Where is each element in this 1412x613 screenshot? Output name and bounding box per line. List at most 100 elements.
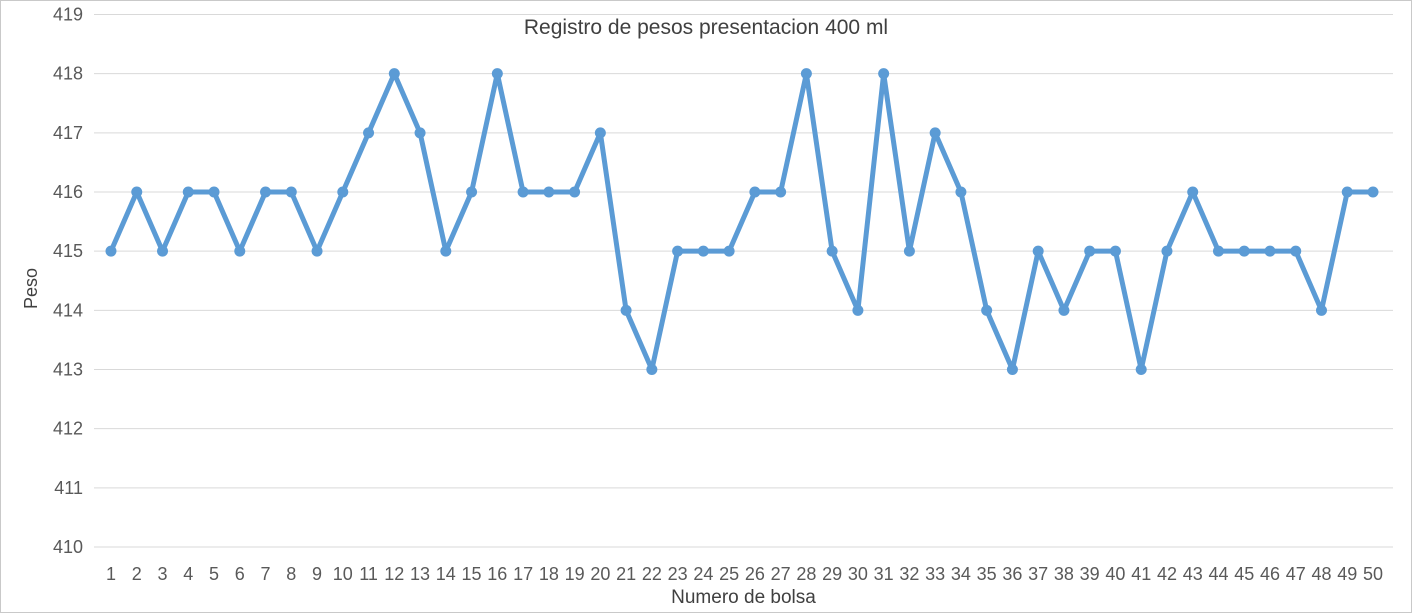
x-tick-label: 18 [539, 564, 559, 584]
x-tick-label: 47 [1286, 564, 1306, 584]
data-point-marker [955, 186, 967, 198]
data-point-marker [440, 245, 452, 257]
data-point-marker [1187, 186, 1199, 198]
x-tick-label: 40 [1105, 564, 1125, 584]
data-point-marker [388, 68, 400, 80]
x-tick-label: 39 [1080, 564, 1100, 584]
data-point-marker [105, 245, 117, 257]
y-tick-label: 411 [54, 478, 83, 498]
x-tick-label: 14 [436, 564, 456, 584]
data-point-marker [749, 186, 761, 198]
data-point-marker [311, 245, 323, 257]
data-point-marker [852, 304, 864, 316]
x-tick-label: 20 [590, 564, 610, 584]
data-point-marker [131, 186, 143, 198]
x-tick-label: 25 [719, 564, 739, 584]
y-tick-label: 418 [53, 64, 83, 84]
y-tick-label: 419 [53, 5, 83, 25]
x-tick-label: 10 [333, 564, 353, 584]
x-tick-label: 37 [1028, 564, 1048, 584]
x-tick-label: 8 [286, 564, 296, 584]
x-tick-label: 16 [487, 564, 507, 584]
data-point-marker [1315, 304, 1327, 316]
data-point-marker [569, 186, 581, 198]
data-point-marker [285, 186, 297, 198]
x-tick-label: 13 [410, 564, 430, 584]
x-tick-label: 11 [359, 564, 378, 584]
data-point-marker [363, 127, 375, 139]
data-point-marker [981, 304, 993, 316]
data-point-marker [646, 364, 658, 375]
x-tick-label: 31 [874, 564, 894, 584]
data-point-marker [672, 245, 684, 257]
x-tick-label: 4 [183, 564, 193, 584]
x-tick-label: 17 [513, 564, 533, 584]
x-tick-label: 21 [616, 564, 636, 584]
data-point-marker [929, 127, 941, 139]
series-line [108, 71, 1376, 372]
data-point-marker [775, 186, 787, 198]
chart-title: Registro de pesos presentacion 400 ml [523, 16, 889, 39]
data-point-marker [1032, 245, 1044, 257]
data-point-marker [697, 245, 709, 257]
x-tick-label: 44 [1208, 564, 1228, 584]
data-point-marker [1212, 245, 1224, 257]
data-point-marker [1238, 245, 1250, 257]
x-tick-label: 9 [312, 564, 322, 584]
x-tick-label: 12 [384, 564, 404, 584]
y-tick-label: 413 [53, 360, 83, 380]
data-point-marker [800, 68, 812, 80]
data-point-marker [260, 186, 272, 198]
data-point-marker [1367, 186, 1379, 198]
data-point-marker [1290, 245, 1302, 257]
data-point-marker [208, 186, 220, 198]
data-point-marker [1135, 364, 1147, 375]
x-tick-label: 35 [977, 564, 997, 584]
x-tick-label: 42 [1157, 564, 1177, 584]
y-tick-label: 412 [53, 419, 83, 439]
x-tick-label: 29 [822, 564, 842, 584]
data-point-marker [543, 186, 555, 198]
x-tick-label: 49 [1337, 564, 1357, 584]
data-point-marker [1006, 364, 1018, 375]
y-tick-label: 416 [53, 182, 83, 202]
data-point-marker [594, 127, 606, 139]
data-point-marker [1084, 245, 1096, 257]
x-tick-label: 50 [1363, 564, 1383, 584]
x-tick-label: 6 [235, 564, 245, 584]
x-tick-label: 28 [796, 564, 816, 584]
data-point-marker [466, 186, 478, 198]
data-point-marker [723, 245, 735, 257]
x-tick-label: 22 [642, 564, 662, 584]
x-tick-label: 32 [899, 564, 919, 584]
y-tick-label: 410 [53, 537, 83, 557]
x-tick-label: 48 [1311, 564, 1331, 584]
x-axis-title: Numero de bolsa [671, 587, 816, 608]
x-tick-label: 36 [1002, 564, 1022, 584]
data-point-marker [414, 127, 426, 139]
data-point-marker [1264, 245, 1276, 257]
x-tick-label: 19 [565, 564, 585, 584]
data-point-marker [620, 304, 632, 316]
x-tick-label: 26 [745, 564, 765, 584]
x-tick-label: 24 [693, 564, 713, 584]
data-point-marker [826, 245, 838, 257]
data-point-marker [182, 186, 194, 198]
data-point-marker [517, 186, 529, 198]
x-tick-label: 2 [132, 564, 142, 584]
x-tick-label: 38 [1054, 564, 1074, 584]
x-tick-label: 7 [261, 564, 271, 584]
x-tick-label: 5 [209, 564, 219, 584]
data-point-marker [1341, 186, 1353, 198]
x-tick-label: 15 [462, 564, 482, 584]
x-tick-label: 33 [925, 564, 945, 584]
data-point-marker [878, 68, 890, 80]
data-point-marker [903, 245, 915, 257]
x-tick-label: 43 [1183, 564, 1203, 584]
data-point-marker [491, 68, 503, 80]
x-tick-label: 34 [951, 564, 971, 584]
data-point-marker [337, 186, 349, 198]
x-tick-label: 3 [158, 564, 168, 584]
